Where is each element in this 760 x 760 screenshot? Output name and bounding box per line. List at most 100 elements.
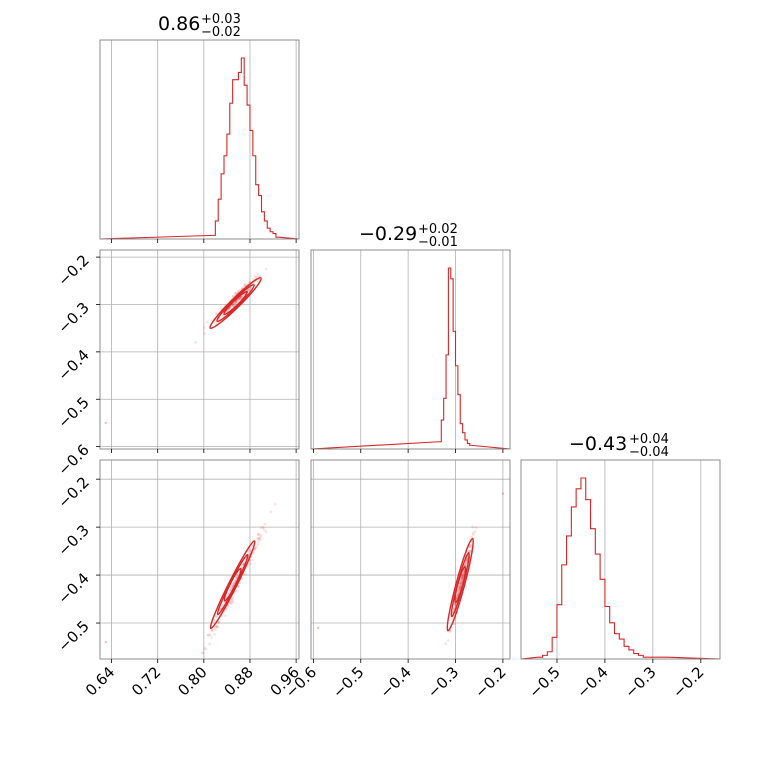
panel-frame [99,39,300,240]
sample-point [214,615,218,619]
sample-point [211,629,215,633]
sample-point [234,301,238,304]
sample-point [254,275,258,279]
sample-point [252,551,256,555]
sample-point [230,584,233,588]
sample-point [459,580,463,584]
sample-point [234,574,238,578]
outlier-point [316,626,320,630]
sample-point [464,563,468,567]
sample-point [229,305,233,309]
sample-point [462,572,466,575]
sample-point [234,300,238,304]
panel-frame [99,459,300,660]
tick-label-x: −0.3 [424,663,462,701]
sample-point [234,301,238,305]
sample-point [244,572,247,576]
sample-point [247,552,251,556]
sample-point [455,597,458,600]
sample-point [459,582,463,586]
outlier-point [501,492,505,495]
sample-point [249,562,253,566]
sample-point [460,575,464,578]
panel-r2-c2: −0.5 −0.4 −0.3 −0.2 [520,459,721,702]
sample-point [457,587,461,591]
sample-point [209,628,213,632]
contour-level [450,552,470,618]
tick-label-x: −0.5 [329,663,367,701]
sample-point [468,545,472,549]
contour-level [216,284,255,323]
sample-point [463,564,467,567]
sample-point [221,314,225,318]
sample-point [460,579,464,583]
sample-point [448,630,452,634]
sample-point [200,651,204,655]
sample-point [456,589,460,593]
sample-point [454,603,458,606]
sample-point [217,620,221,624]
sample-point [231,598,234,602]
sample-point [453,604,457,608]
sample-point [239,295,243,299]
sample-point [263,522,267,526]
sample-point [234,291,238,295]
sample-point [208,633,212,637]
sample-point [239,295,243,299]
sample-point [457,585,461,589]
sample-point [463,564,467,568]
sample-point [460,581,463,585]
sample-point [258,536,262,539]
title-param-0-sup: +0.03 [201,12,241,27]
sample-point [228,589,232,593]
tick-label-x: 0.64 [82,663,118,699]
sample-point [255,537,259,540]
sample-point [241,562,245,566]
sample-point [246,550,250,554]
sample-point [234,299,238,303]
panel-r2-c0: 0.64 0.72 0.80 0.88 0.96−0.5−0.4−0.3−0.2 [54,459,303,699]
sample-point [257,537,261,541]
panel-content [100,460,299,659]
contour-level [209,540,256,630]
sample-point [253,546,257,550]
tick-label-y: −0.2 [54,251,92,289]
sample-point [258,533,262,537]
sample-point [444,642,448,645]
histogram-param-1 [311,267,510,449]
panel-content [311,250,510,449]
tick-label-x: −0.4 [376,663,414,701]
sample-point [229,602,233,606]
sample-point [458,584,462,588]
sample-point [274,502,277,506]
sample-point [457,590,461,594]
sample-point [253,547,257,550]
sample-point [206,633,210,637]
sample-point [464,562,467,565]
panel-content [100,250,299,449]
sample-point [239,297,242,301]
sample-point [203,332,206,336]
title-param-2-sub: −0.04 [629,445,669,460]
sample-point [469,543,473,547]
sample-point [459,580,463,584]
panel-r0-c0 [99,39,300,243]
sample-point [233,291,237,295]
sample-point [457,585,461,589]
tick-label-y: −0.5 [54,617,92,655]
sample-point [230,601,234,605]
sample-point [230,599,233,602]
panel-frame [99,249,300,450]
sample-point [232,581,236,585]
sample-point [234,578,237,581]
tick-label-y: −0.6 [54,441,92,479]
sample-point [215,625,219,628]
title-param-1-sup: +0.02 [418,222,458,237]
sample-point [232,302,236,306]
contour-level [216,554,249,616]
panel-r1-c0: −0.6 −0.5 −0.4 −0.3 −0.2 [54,249,300,479]
sample-point [467,549,471,553]
histogram-param-0 [100,57,299,239]
title-param-2-sup: +0.04 [629,432,669,447]
sample-point [468,549,472,553]
